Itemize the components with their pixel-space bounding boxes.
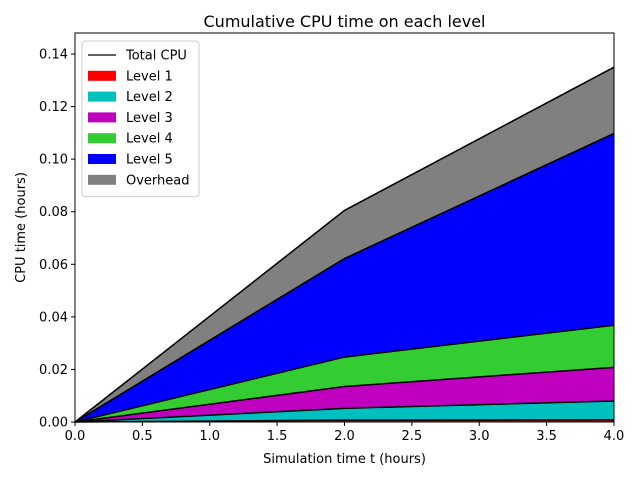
area-level-3: [75, 367, 614, 422]
boundary-line-level-4: [74, 324, 615, 423]
area-layers: [75, 67, 614, 423]
x-axis-label: Simulation time t (hours): [263, 452, 426, 467]
y-tick-label: 0.00: [39, 416, 68, 431]
x-tick-label: 2.0: [334, 429, 355, 444]
y-tick-label: 0.04: [39, 310, 68, 325]
legend-swatch: [88, 154, 116, 164]
area-level-2: [75, 400, 614, 422]
x-tick-label: 0.0: [65, 429, 86, 444]
boundary-line-level-1: [74, 419, 615, 423]
legend-label: Total CPU: [125, 49, 187, 64]
y-tick-label: 0.14: [39, 48, 68, 63]
boundary-lines: [74, 66, 615, 423]
x-tick-label: 0.5: [132, 429, 153, 444]
legend: Total CPU Level 1 Level 2 Level 3 Level 4 Lev…: [81, 40, 200, 198]
legend-label: Level 1: [126, 69, 173, 84]
legend-swatch: [88, 112, 116, 123]
y-tick-label: 0.10: [39, 153, 68, 168]
x-tick-label: 1.0: [199, 429, 220, 444]
y-tick-label: 0.06: [39, 258, 68, 273]
legend-label: Level 5: [126, 153, 173, 168]
area-level-5: [75, 133, 614, 422]
y-axis-label: CPU time (hours): [14, 172, 29, 283]
x-tick-label: 1.5: [267, 429, 288, 444]
y-tick-label: 0.02: [39, 363, 68, 378]
total-cpu-line: [74, 66, 615, 423]
y-tick-label: 0.08: [39, 205, 68, 220]
legend-swatch: [88, 91, 116, 102]
legend-label: Overhead: [126, 173, 190, 188]
area-level-4: [75, 325, 614, 422]
x-tick-label: 3.5: [536, 429, 557, 444]
y-axis-ticks: 0.00 0.02 0.04 0.06 0.08 0.10 0.12 0.14: [39, 48, 75, 431]
area-overhead: [75, 67, 614, 423]
x-tick-label: 3.0: [469, 429, 490, 444]
legend-swatch: [88, 70, 116, 81]
legend-label: Level 4: [126, 132, 173, 147]
x-tick-label: 2.5: [402, 429, 423, 444]
legend-swatch: [88, 133, 116, 144]
y-tick-label: 0.12: [39, 100, 68, 115]
legend-swatch: [88, 174, 116, 185]
legend-label: Level 3: [126, 111, 173, 126]
x-axis-ticks: 0.0 0.5 1.0 1.5 2.0 2.5 3.0 3.5 4.0: [65, 422, 625, 444]
chart-title: Cumulative CPU time on each level: [204, 12, 486, 31]
boundary-line-level-3: [74, 366, 615, 423]
legend-label: Level 2: [126, 90, 173, 105]
x-tick-label: 4.0: [604, 429, 625, 444]
boundary-line-level-2: [74, 400, 615, 423]
boundary-line-level-5: [74, 132, 615, 423]
